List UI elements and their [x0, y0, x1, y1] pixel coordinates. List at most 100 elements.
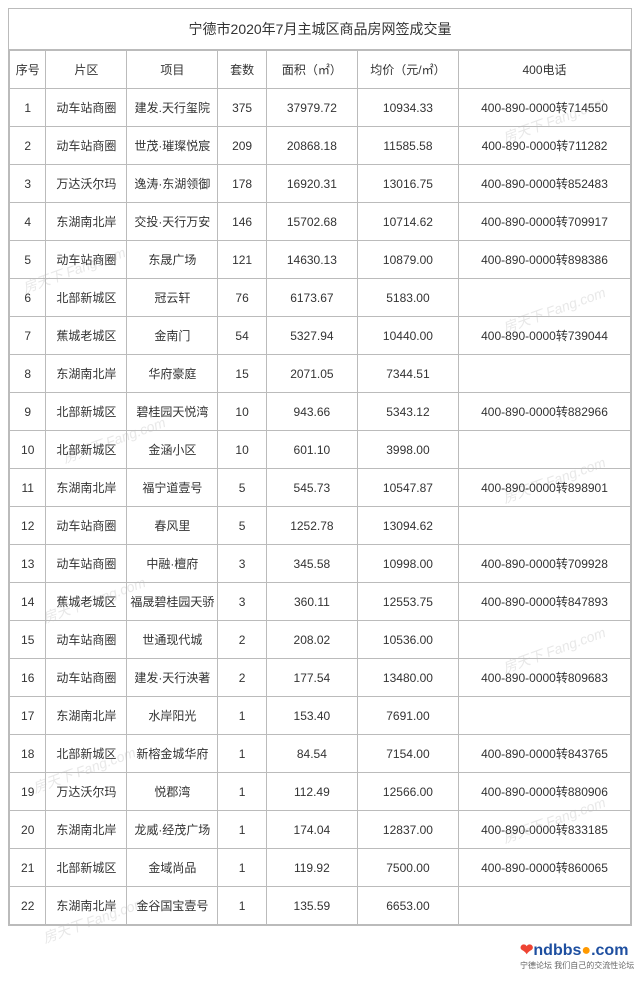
table-row: 5动车站商圈东晟广场12114630.1310879.00400-890-000…	[10, 241, 631, 279]
table-cell: 15	[10, 621, 46, 659]
table-cell: 金域尚品	[127, 849, 218, 887]
table-cell: 蕉城老城区	[46, 317, 127, 355]
table-cell: 7	[10, 317, 46, 355]
col-header-6: 400电话	[459, 51, 631, 89]
table-cell: 金涵小区	[127, 431, 218, 469]
table-cell: 金南门	[127, 317, 218, 355]
table-row: 2动车站商圈世茂·璀璨悦宸20920868.1811585.58400-890-…	[10, 127, 631, 165]
table-cell: 9	[10, 393, 46, 431]
table-cell: 5	[10, 241, 46, 279]
table-cell	[459, 507, 631, 545]
table-cell: 400-890-0000转860065	[459, 849, 631, 887]
table-row: 8东湖南北岸华府豪庭152071.057344.51	[10, 355, 631, 393]
table-row: 18北部新城区新榕金城华府184.547154.00400-890-0000转8…	[10, 735, 631, 773]
table-row: 3万达沃尔玛逸涛·东湖领御17816920.3113016.75400-890-…	[10, 165, 631, 203]
table-cell: 动车站商圈	[46, 127, 127, 165]
table-row: 16动车站商圈建发·天行泱著2177.5413480.00400-890-000…	[10, 659, 631, 697]
table-cell: 400-890-0000转882966	[459, 393, 631, 431]
table-cell: 14630.13	[266, 241, 357, 279]
table-cell: 12553.75	[357, 583, 458, 621]
table-cell: 水岸阳光	[127, 697, 218, 735]
table-cell: 400-890-0000转847893	[459, 583, 631, 621]
table-cell: 400-890-0000转880906	[459, 773, 631, 811]
col-header-5: 均价（元/㎡）	[357, 51, 458, 89]
table-cell: 400-890-0000转898901	[459, 469, 631, 507]
table-cell: 交投·天行万安	[127, 203, 218, 241]
table-cell: 400-890-0000转843765	[459, 735, 631, 773]
table-cell: 16920.31	[266, 165, 357, 203]
col-header-2: 项目	[127, 51, 218, 89]
table-cell: 345.58	[266, 545, 357, 583]
table-cell: 20868.18	[266, 127, 357, 165]
table-cell: 178	[218, 165, 267, 203]
table-cell: 22	[10, 887, 46, 925]
table-cell: 金谷国宝壹号	[127, 887, 218, 925]
table-cell: 12566.00	[357, 773, 458, 811]
table-cell: 400-890-0000转852483	[459, 165, 631, 203]
table-cell: 新榕金城华府	[127, 735, 218, 773]
table-cell: 悦郡湾	[127, 773, 218, 811]
table-cell: 545.73	[266, 469, 357, 507]
table-cell: 东湖南北岸	[46, 355, 127, 393]
table-cell: 1	[218, 887, 267, 925]
table-cell: 21	[10, 849, 46, 887]
table-cell: 10998.00	[357, 545, 458, 583]
table-cell: 东晟广场	[127, 241, 218, 279]
col-header-0: 序号	[10, 51, 46, 89]
table-cell: 北部新城区	[46, 849, 127, 887]
table-row: 9北部新城区碧桂园天悦湾10943.665343.12400-890-0000转…	[10, 393, 631, 431]
table-row: 4东湖南北岸交投·天行万安14615702.6810714.62400-890-…	[10, 203, 631, 241]
table-cell: 15702.68	[266, 203, 357, 241]
table-cell: 7500.00	[357, 849, 458, 887]
table-cell: 400-890-0000转714550	[459, 89, 631, 127]
table-cell: 112.49	[266, 773, 357, 811]
table-cell: 54	[218, 317, 267, 355]
table-cell: 375	[218, 89, 267, 127]
table-cell: 北部新城区	[46, 431, 127, 469]
table-cell: 福晟碧桂园天骄	[127, 583, 218, 621]
table-cell: 逸涛·东湖领御	[127, 165, 218, 203]
table-cell: 400-890-0000转809683	[459, 659, 631, 697]
table-head: 序号片区项目套数面积（㎡）均价（元/㎡）400电话	[10, 51, 631, 89]
table-cell: 13480.00	[357, 659, 458, 697]
table-cell: 7344.51	[357, 355, 458, 393]
table-row: 6北部新城区冠云轩766173.675183.00	[10, 279, 631, 317]
table-cell: 1	[218, 811, 267, 849]
table-cell: 13	[10, 545, 46, 583]
table-row: 20东湖南北岸龙威·经茂广场1174.0412837.00400-890-000…	[10, 811, 631, 849]
table-cell: 5183.00	[357, 279, 458, 317]
table-cell: 18	[10, 735, 46, 773]
table-cell: 建发·天行泱著	[127, 659, 218, 697]
table-cell: 3	[218, 545, 267, 583]
table-cell: 华府豪庭	[127, 355, 218, 393]
table-cell: 东湖南北岸	[46, 887, 127, 925]
table-cell: 东湖南北岸	[46, 697, 127, 735]
col-header-1: 片区	[46, 51, 127, 89]
table-cell: 400-890-0000转709928	[459, 545, 631, 583]
table-cell: 3	[10, 165, 46, 203]
table-cell: 174.04	[266, 811, 357, 849]
heart-icon: ❤	[520, 942, 533, 959]
table-cell: 146	[218, 203, 267, 241]
site-logo: ❤ndbbs●.com	[520, 940, 628, 960]
table-cell: 10	[218, 431, 267, 469]
table-cell: 8	[10, 355, 46, 393]
table-cell	[459, 431, 631, 469]
table-cell: 10879.00	[357, 241, 458, 279]
table-cell: 3	[218, 583, 267, 621]
table-cell: 2071.05	[266, 355, 357, 393]
table-cell: 万达沃尔玛	[46, 773, 127, 811]
table-row: 22东湖南北岸金谷国宝壹号1135.596653.00	[10, 887, 631, 925]
table-cell: 2	[218, 621, 267, 659]
table-cell: 6	[10, 279, 46, 317]
table-cell: 10714.62	[357, 203, 458, 241]
table-cell: 400-890-0000转739044	[459, 317, 631, 355]
table-cell: 动车站商圈	[46, 241, 127, 279]
table-cell: 动车站商圈	[46, 89, 127, 127]
table-cell: 10	[218, 393, 267, 431]
table-row: 14蕉城老城区福晟碧桂园天骄3360.1112553.75400-890-000…	[10, 583, 631, 621]
table-cell: 12837.00	[357, 811, 458, 849]
table-cell: 400-890-0000转711282	[459, 127, 631, 165]
table-cell: 动车站商圈	[46, 545, 127, 583]
table-cell: 万达沃尔玛	[46, 165, 127, 203]
